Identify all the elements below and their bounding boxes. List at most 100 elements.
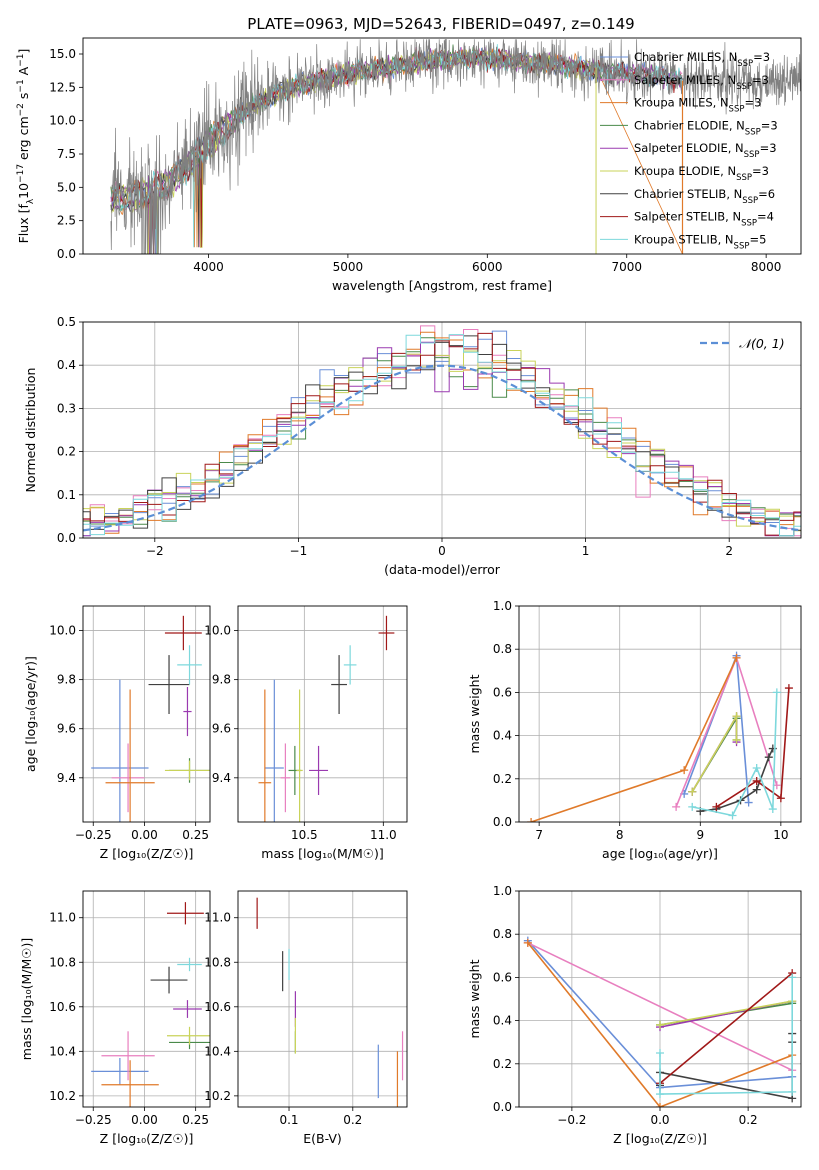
weight-marker (788, 1087, 797, 1096)
axes-spectrum: 4000 5000 6000 7000 8000 0.0 2.5 5.0 7.5 10.0 12.5… (16, 37, 802, 293)
weight-marker (732, 712, 741, 721)
errorbar-point (166, 902, 204, 925)
y-tick-label: 15.0 (49, 47, 76, 61)
weight-marker (672, 802, 681, 811)
x-tick-label: 5000 (333, 260, 364, 274)
gaussian-curve (83, 364, 801, 532)
residual-histogram-kroupa_stelib (83, 334, 801, 537)
weight-line-chabrier_miles (683, 655, 750, 803)
errorbar-point (296, 689, 303, 822)
x-tick-label: 10.5 (291, 828, 318, 842)
y-tick-label: 0.5 (57, 315, 76, 329)
errorbar-point (164, 760, 210, 781)
y-tick-label: 10.0 (49, 114, 76, 128)
y-tick-label: 9.6 (212, 722, 231, 736)
axes-frame (82, 37, 802, 255)
x-axis-label: wavelength [Angstrom, rest frame] (332, 278, 552, 293)
y-tick-label: 2.5 (57, 214, 76, 228)
errorbar-point (101, 1060, 159, 1107)
x-tick-label: −1 (290, 544, 308, 558)
y-tick-label: 0.6 (493, 970, 512, 984)
x-tick-label: 7 (535, 828, 543, 842)
legend-label: Kroupa MILES, NSSP=3 (634, 96, 761, 115)
weight-marker (527, 818, 536, 822)
residual-histogram-chabrier_stelib (83, 335, 801, 537)
x-tick-label: 6000 (472, 260, 503, 274)
weight-marker (788, 973, 797, 982)
x-tick-label: 0.1 (279, 1113, 298, 1127)
legend-label: Chabrier ELODIE, NSSP=3 (634, 118, 778, 137)
errorbar-point (378, 615, 395, 651)
y-axis-label: age [log₁₀(age/yr)] (23, 656, 38, 772)
weight-line-kroupa_stelib (692, 692, 778, 817)
axes-frame (82, 890, 211, 1108)
axes-frame (237, 605, 408, 823)
legend-label: Kroupa STELIB, NSSP=5 (634, 232, 766, 251)
legend-label: Salpeter ELODIE, NSSP=3 (634, 141, 777, 160)
weight-marker (728, 811, 737, 820)
x-tick-label: 8 (616, 828, 624, 842)
y-tick-label: 0.2 (493, 1057, 512, 1071)
weight-marker (744, 798, 753, 807)
axes-weight_vs_Z: −0.2 0.0 0.2 0.0 0.2 0.4 0.6 0.8 1.0 Z [log₁₀(Z/Z… (467, 884, 802, 1146)
weight-marker (752, 776, 761, 785)
weight-line-kroupa_miles (530, 657, 738, 822)
errorbar-point (166, 1026, 210, 1045)
x-tick-label: −0.25 (75, 1113, 112, 1127)
x-axis-label: E(B-V) (303, 1131, 342, 1146)
x-tick-label: 9 (696, 828, 704, 842)
errorbar-area (256, 897, 404, 1107)
y-tick-label: 10.8 (204, 955, 231, 969)
weight-line-kroupa_elodie (659, 1000, 793, 1026)
y-axis-label: mass weight (467, 674, 482, 753)
x-tick-label: 0.25 (182, 828, 209, 842)
x-tick-label: 0.2 (343, 1113, 362, 1127)
errorbar-point (91, 1058, 149, 1085)
errorbar-point (91, 679, 149, 822)
weight-line-kroupa_stelib (659, 977, 793, 1095)
weight-marker (688, 787, 697, 796)
errorbar-area (91, 615, 210, 822)
y-tick-label: 10.8 (49, 955, 76, 969)
spectrum-plot-area (110, 38, 801, 254)
weight-marker (752, 764, 761, 772)
axes-frame (237, 890, 408, 1108)
y-tick-label: 9.4 (212, 771, 231, 785)
legend-label: Salpeter STELIB, NSSP=4 (634, 210, 774, 229)
weight-marker (656, 1103, 664, 1107)
x-tick-label: 7000 (611, 260, 642, 274)
y-tick-label: 0.0 (57, 531, 76, 545)
axes-weight_vs_age: 7 8 9 10 0.0 0.2 0.4 0.6 0.8 1.0 age [log₁₀(age/yr… (467, 599, 802, 861)
legend-label: Chabrier MILES, NSSP=3 (634, 50, 770, 69)
axes-age_vs_Z: −0.25 0.00 0.25 9.4 9.6 9.8 10.0 Z [log₁₀(Z/Z☉)… (23, 605, 211, 861)
errorbar-point (264, 679, 284, 822)
y-tick-label: 10.4 (204, 1044, 231, 1058)
weight-marker (752, 785, 761, 794)
y-tick-label: 10.4 (49, 1044, 76, 1058)
y-tick-label: 10.6 (49, 1000, 76, 1014)
weight-marker (732, 653, 741, 662)
axes-residuals: −2 −1 0 1 2 0.0 0.1 0.2 0.3 0.4 0.5 (data-model)/er… (23, 315, 802, 577)
x-tick-label: 0.0 (650, 1113, 669, 1127)
weight-marker (764, 753, 773, 762)
weight-marker (772, 688, 781, 697)
y-tick-label: 1.0 (493, 599, 512, 613)
errorbar-point (309, 745, 329, 795)
x-tick-label: 0.2 (739, 1113, 758, 1127)
weight-marker (523, 938, 532, 947)
weight-marker (732, 735, 741, 744)
figure-title: PLATE=0963, MJD=52643, FIBERID=0497, z=0… (247, 15, 634, 33)
axes-age_vs_mass: 10.5 11.0 9.4 9.6 9.8 10.0 mass [log₁₀(M/M☉)] (204, 605, 408, 861)
residual-histogram-salpeter_stelib (83, 332, 801, 536)
legend-label: Kroupa ELODIE, NSSP=3 (634, 164, 769, 183)
y-tick-label: 9.8 (212, 673, 231, 687)
x-tick-label: −0.25 (75, 828, 112, 842)
errorbar-point (343, 645, 357, 685)
legend-label: Chabrier STELIB, NSSP=6 (634, 187, 775, 206)
x-tick-label: 11.0 (370, 828, 397, 842)
y-tick-label: 10.6 (204, 1000, 231, 1014)
y-axis-label: Flux [fλ10−17 erg cm−2 s−1 A−1] (16, 49, 36, 244)
y-axis-label: Normed distribution (23, 368, 38, 493)
y-tick-label: 10.0 (49, 624, 76, 638)
